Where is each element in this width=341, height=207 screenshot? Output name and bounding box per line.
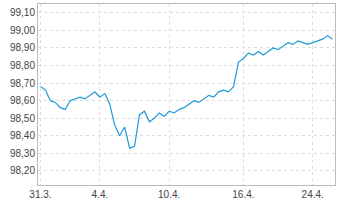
svg-text:31.3.: 31.3. bbox=[29, 189, 51, 200]
svg-text:98,70: 98,70 bbox=[10, 78, 35, 89]
svg-text:98,20: 98,20 bbox=[10, 165, 35, 176]
svg-text:24.4.: 24.4. bbox=[302, 189, 324, 200]
svg-text:98,50: 98,50 bbox=[10, 113, 35, 124]
svg-text:99,10: 99,10 bbox=[10, 7, 35, 18]
svg-text:98,80: 98,80 bbox=[10, 60, 35, 71]
svg-text:99,00: 99,00 bbox=[10, 25, 35, 36]
svg-text:98,40: 98,40 bbox=[10, 130, 35, 141]
svg-text:98,30: 98,30 bbox=[10, 148, 35, 159]
svg-text:98,90: 98,90 bbox=[10, 42, 35, 53]
svg-text:98,60: 98,60 bbox=[10, 95, 35, 106]
svg-text:4.4.: 4.4. bbox=[92, 189, 109, 200]
svg-text:10.4.: 10.4. bbox=[158, 189, 180, 200]
svg-text:16.4.: 16.4. bbox=[232, 189, 254, 200]
